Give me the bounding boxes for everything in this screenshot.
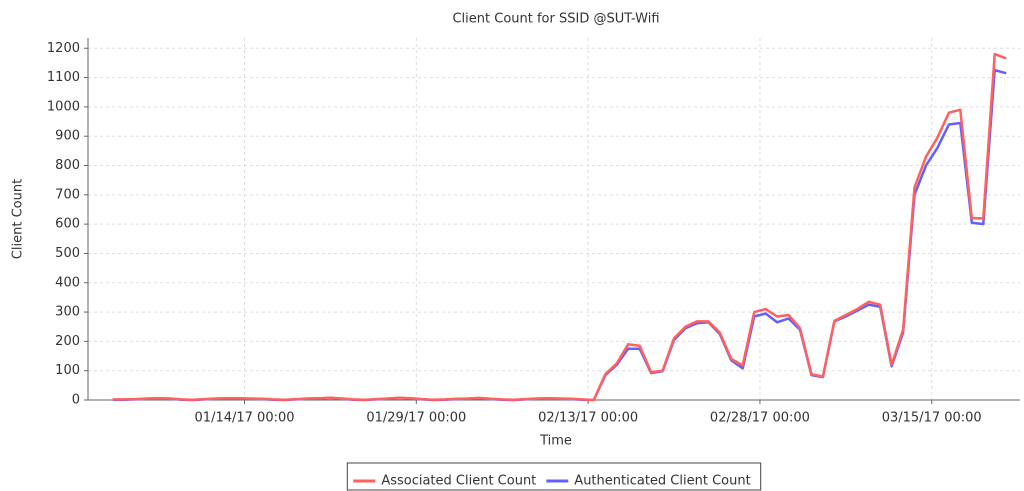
y-tick-label: 1100 <box>47 70 80 85</box>
y-tick-label: 800 <box>55 158 80 173</box>
chart-title: Client Count for SSID @SUT-Wifi <box>452 12 659 27</box>
series-line <box>112 52 1007 402</box>
x-tick-label: 02/13/17 00:00 <box>538 411 638 426</box>
y-tick-label: 100 <box>55 363 80 378</box>
x-axis-label: Time <box>539 434 572 449</box>
y-tick-label: 1000 <box>47 99 80 114</box>
series-line <box>112 68 1007 402</box>
x-tick-label: 01/14/17 00:00 <box>195 411 295 426</box>
y-tick-label: 600 <box>55 217 80 232</box>
y-tick-label: 0 <box>72 393 80 408</box>
y-axis-label: Client Count <box>11 179 26 259</box>
x-tick-label: 02/28/17 00:00 <box>710 411 810 426</box>
x-tick-label: 03/15/17 00:00 <box>882 411 982 426</box>
y-tick-label: 300 <box>55 305 80 320</box>
legend-box <box>346 462 762 491</box>
legend-label: Authenticated Client Count <box>574 474 750 489</box>
y-tick-label: 200 <box>55 334 80 349</box>
y-tick-label: 400 <box>55 275 80 290</box>
legend-label: Associated Client Count <box>381 474 536 489</box>
y-tick-label: 900 <box>55 129 80 144</box>
x-tick-label: 01/29/17 00:00 <box>366 411 466 426</box>
y-tick-label: 700 <box>55 187 80 202</box>
y-tick-label: 1200 <box>47 41 80 56</box>
y-tick-label: 500 <box>55 246 80 261</box>
